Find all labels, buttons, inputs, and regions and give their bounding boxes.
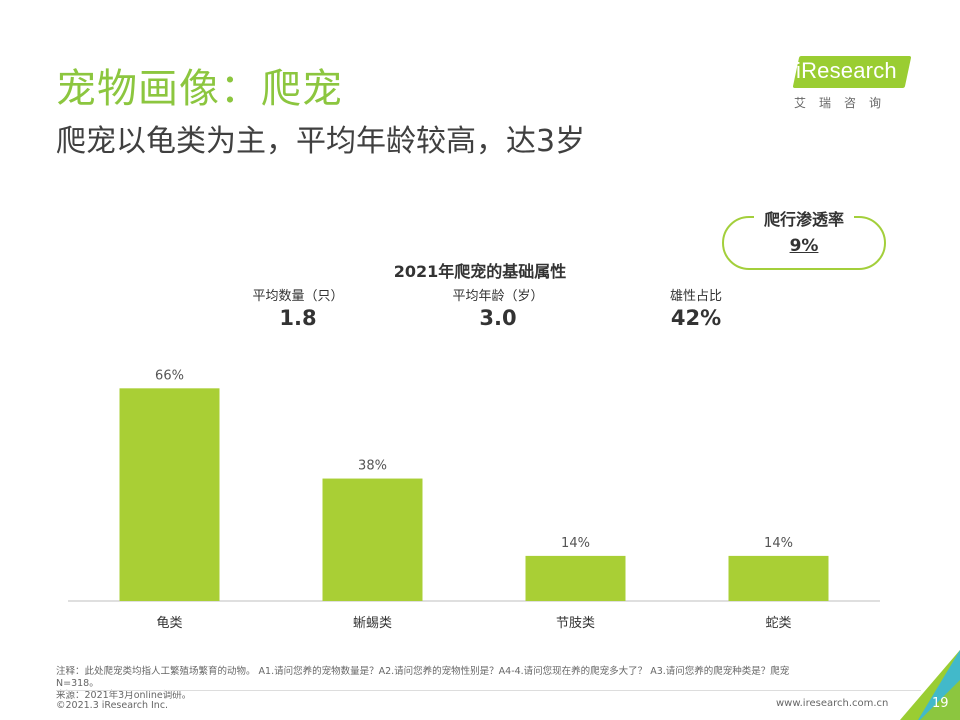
category-label: 蜥蜴类 [353,616,392,631]
stat-average-age: 平均年龄（岁） 3.0 [418,285,578,330]
footnote-line: 注释：此处爬宠类均指人工繁殖场繁育的动物。 A1.请问您养的宠物数量是？A2.请… [56,666,790,677]
bar-2 [322,478,423,601]
page-title: 宠物画像：爬宠 [56,66,343,112]
corner-decoration [900,650,960,720]
logo-chinese-name: 艾瑞咨询 [794,96,895,110]
data-label: 38% [358,459,387,474]
category-label: 节肢类 [556,615,595,631]
category-label: 龟类 [156,616,182,631]
penetration-badge: 爬行渗透率 9% [722,206,886,270]
stat-label: 雄性占比 [669,289,722,304]
footer-divider [56,690,921,691]
bar-3 [525,555,626,601]
data-label: 14% [561,536,590,551]
penetration-label: 爬行渗透率 [754,206,854,230]
stat-value: 42% [670,306,722,330]
bar-1 [119,388,220,601]
copyright: ©2021.3 iResearch Inc. [56,700,169,711]
page-subtitle: 爬宠以龟类为主，平均年龄较高，达3岁 [56,124,586,159]
footnote-line: N=318。 [56,678,99,689]
iresearch-logo: iResearch 艾瑞咨询 [790,52,920,112]
category-label: 蛇类 [765,616,791,631]
data-label: 14% [764,536,793,551]
footnote: 注释：此处爬宠类均指人工繁殖场繁育的动物。 A1.请问您养的宠物数量是？A2.请… [56,666,896,702]
stat-label: 平均年龄（岁） [452,289,544,304]
stat-label: 平均数量（只） [252,289,344,304]
bar-4 [728,555,829,601]
stat-average-count: 平均数量（只） 1.8 [218,285,378,330]
stat-male-ratio: 雄性占比 42% [616,285,776,330]
website-link[interactable]: www.iresearch.com.cn [776,698,889,709]
penetration-value: 9% [789,236,819,256]
stat-value: 3.0 [479,306,517,330]
page-number: 19 [932,696,949,711]
chart-title: 2021年爬宠的基础属性 [393,262,567,281]
data-label: 66% [155,368,184,383]
footnote-line: 来源：2021年3月online调研。 [56,690,192,701]
logo-text: iResearch [796,58,897,83]
stat-value: 1.8 [279,306,317,330]
